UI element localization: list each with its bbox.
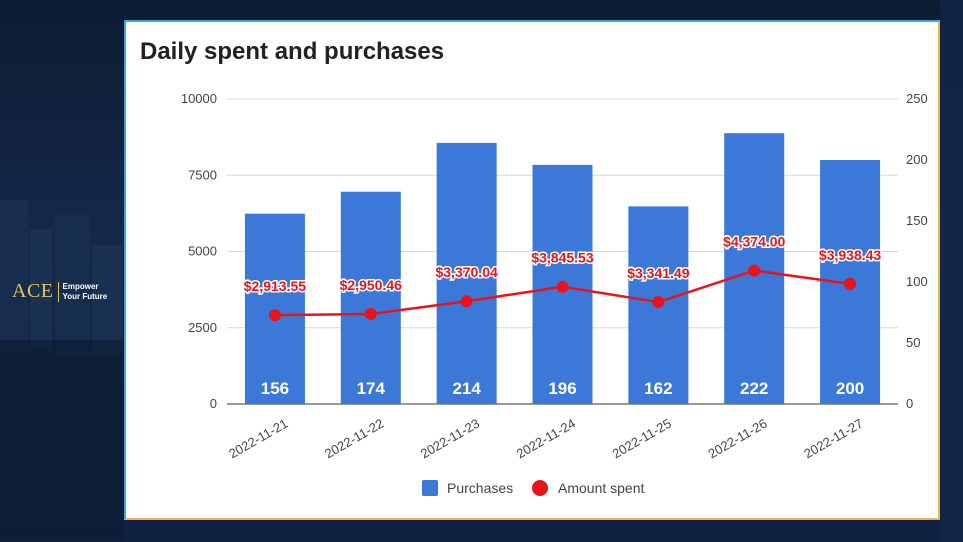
- bar-data-label: 196: [548, 379, 576, 398]
- y-left-tick-label: 7500: [188, 167, 217, 182]
- y-left-tick-label: 2500: [188, 320, 217, 335]
- line-point: [364, 308, 377, 321]
- x-tick-label: 2022-11-24: [514, 416, 578, 462]
- legend-label-amount-spent: Amount spent: [558, 480, 644, 496]
- y-right-tick-label: 100: [906, 274, 928, 289]
- bar: [340, 191, 401, 404]
- legend-label-purchases: Purchases: [447, 480, 513, 496]
- y-right-tick-label: 200: [906, 152, 928, 167]
- bar: [436, 142, 497, 405]
- legend-swatch-amount-spent: [532, 480, 548, 496]
- x-tick-label: 2022-11-27: [801, 416, 865, 462]
- line-data-label: $3,938.43: [819, 247, 881, 263]
- y-right-tick-label: 250: [906, 91, 928, 106]
- line-point: [652, 296, 665, 309]
- chart-title: Daily spent and purchases: [140, 38, 445, 65]
- line-data-label: $2,950.46: [340, 277, 402, 293]
- y-left-tick-label: 5000: [188, 244, 217, 259]
- x-tick-label: 2022-11-26: [705, 416, 769, 462]
- brand-tagline-line1: Empower: [62, 281, 99, 291]
- y-left-tick-label: 10000: [181, 91, 217, 106]
- x-tick-label: 2022-11-23: [418, 416, 482, 462]
- bar-data-label: 156: [261, 379, 289, 398]
- bar-data-label: 222: [740, 379, 768, 398]
- line-point: [844, 277, 857, 290]
- x-tick-label: 2022-11-22: [322, 416, 386, 462]
- line-point: [268, 309, 281, 322]
- x-tick-label: 2022-11-21: [226, 416, 290, 462]
- line-data-label: $3,341.49: [627, 265, 689, 281]
- bar-data-label: 200: [836, 379, 864, 398]
- y-right-tick-label: 0: [906, 396, 913, 411]
- bar-data-label: 214: [452, 379, 481, 398]
- line-data-label: $3,845.53: [531, 250, 593, 266]
- brand-divider: [57, 281, 59, 302]
- brand-tagline: Empower Your Future: [63, 282, 108, 302]
- y-right-tick-label: 50: [906, 335, 920, 350]
- line-point: [556, 280, 569, 293]
- bar: [244, 213, 305, 404]
- line-data-label: $3,370.04: [435, 264, 497, 280]
- legend-swatch-purchases: [422, 480, 438, 496]
- line-point: [460, 295, 473, 308]
- bar-data-label: 162: [644, 379, 672, 398]
- chart-card: Daily spent and purchases 0 2500 5000 7500 1…: [124, 20, 940, 520]
- combo-chart: 0 2500 5000 7500 10000 0 50 100 150 200 250 156 174 2…: [181, 91, 928, 496]
- line-data-label: $2,913.55: [244, 278, 306, 294]
- line-point: [748, 264, 761, 277]
- line-data-label: $4,374.00: [723, 234, 785, 250]
- brand-mark: ACE: [12, 280, 54, 302]
- brand-tagline-line2: Your Future: [62, 291, 108, 301]
- y-left-tick-label: 0: [210, 396, 217, 411]
- x-tick-label: 2022-11-25: [610, 416, 674, 462]
- y-right-tick-label: 150: [906, 213, 928, 228]
- brand-logo: ACE Empower Your Future: [12, 280, 107, 303]
- bar-data-label: 174: [357, 379, 386, 398]
